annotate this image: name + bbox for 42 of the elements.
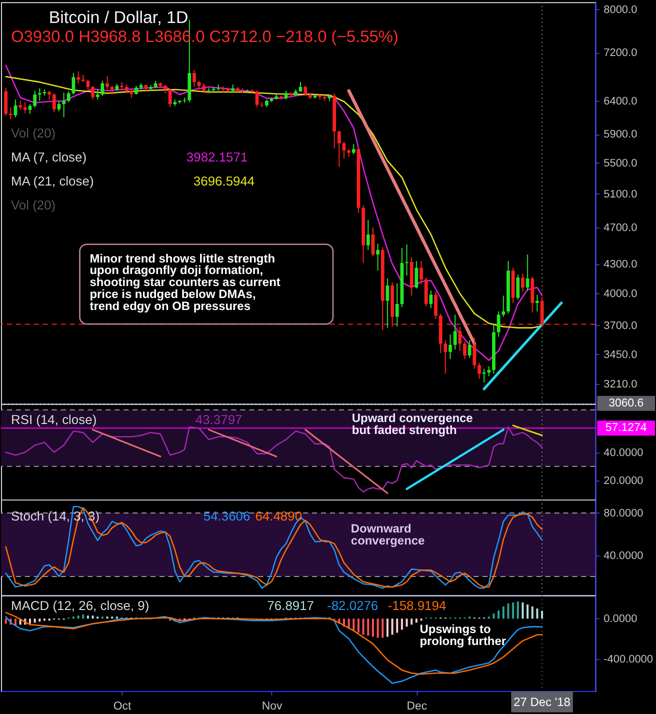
- y-tick-label: 80.0000: [604, 507, 644, 520]
- ref-line-label: 27 Dec '18: [514, 694, 571, 709]
- annotation: -158.9194: [388, 598, 446, 614]
- ref-line-label: 57.1274: [605, 422, 648, 434]
- y-tick-label: 40.0000: [604, 446, 644, 459]
- annotation: Vol (20): [10, 197, 56, 212]
- y-tick-label: 5100.0: [604, 188, 638, 200]
- y-tick-label: -400.0000: [604, 653, 654, 666]
- y-tick-label: 5900.0: [604, 128, 638, 141]
- y-tick-label: 20.0000: [604, 475, 644, 487]
- x-tick-label: Dec: [406, 700, 428, 712]
- y-tick-label: 3210.0: [604, 378, 638, 390]
- y-tick-label: 7200.0: [604, 47, 638, 60]
- y-tick-label: 3700.0: [604, 320, 638, 332]
- y-tick-label: 6400.0: [604, 95, 638, 108]
- annotation: -82.0276: [327, 598, 378, 614]
- y-tick-label: 0.0000: [604, 613, 638, 626]
- annotation: 3696.5944: [193, 174, 255, 189]
- annotation: 54.3606: [203, 508, 250, 524]
- y-tick-label: 5500.0: [604, 157, 638, 170]
- annotation: MA (21, close): [10, 174, 94, 189]
- chart-title: Bitcoin / Dollar, 1D: [48, 8, 188, 28]
- annotation: Minor trend shows little strength upon dragonfly doji formation, shooting star counters as current price is nudged below DMAs, trend edgy on OB pressures: [90, 251, 280, 314]
- annotation: 3982.1571: [186, 150, 248, 165]
- annotation: Upswings to prolong further: [420, 622, 506, 648]
- ref-line-label: 3060.6: [608, 397, 644, 410]
- annotation: MACD (12, 26, close, 9): [10, 598, 150, 614]
- y-tick-label: 40.0000: [604, 550, 644, 562]
- y-tick-label: 4000.0: [604, 288, 638, 300]
- x-tick-label: Oct: [113, 700, 132, 712]
- annotation: 43.3797: [195, 412, 242, 427]
- y-tick-label: 3450.0: [604, 348, 638, 361]
- annotation: Vol (20): [10, 126, 56, 141]
- annotation: 64.4890: [255, 508, 302, 524]
- annotation: MA (7, close): [10, 150, 87, 165]
- annotation: RSI (14, close): [10, 412, 97, 427]
- y-tick-label: 4300.0: [604, 258, 638, 270]
- y-tick-label: 8000.0: [604, 4, 638, 16]
- y-tick-label: 4700.0: [604, 222, 638, 234]
- annotation: Downward convergence: [350, 521, 426, 548]
- x-tick-label: Nov: [262, 700, 282, 712]
- annotation: 76.8917: [267, 598, 314, 614]
